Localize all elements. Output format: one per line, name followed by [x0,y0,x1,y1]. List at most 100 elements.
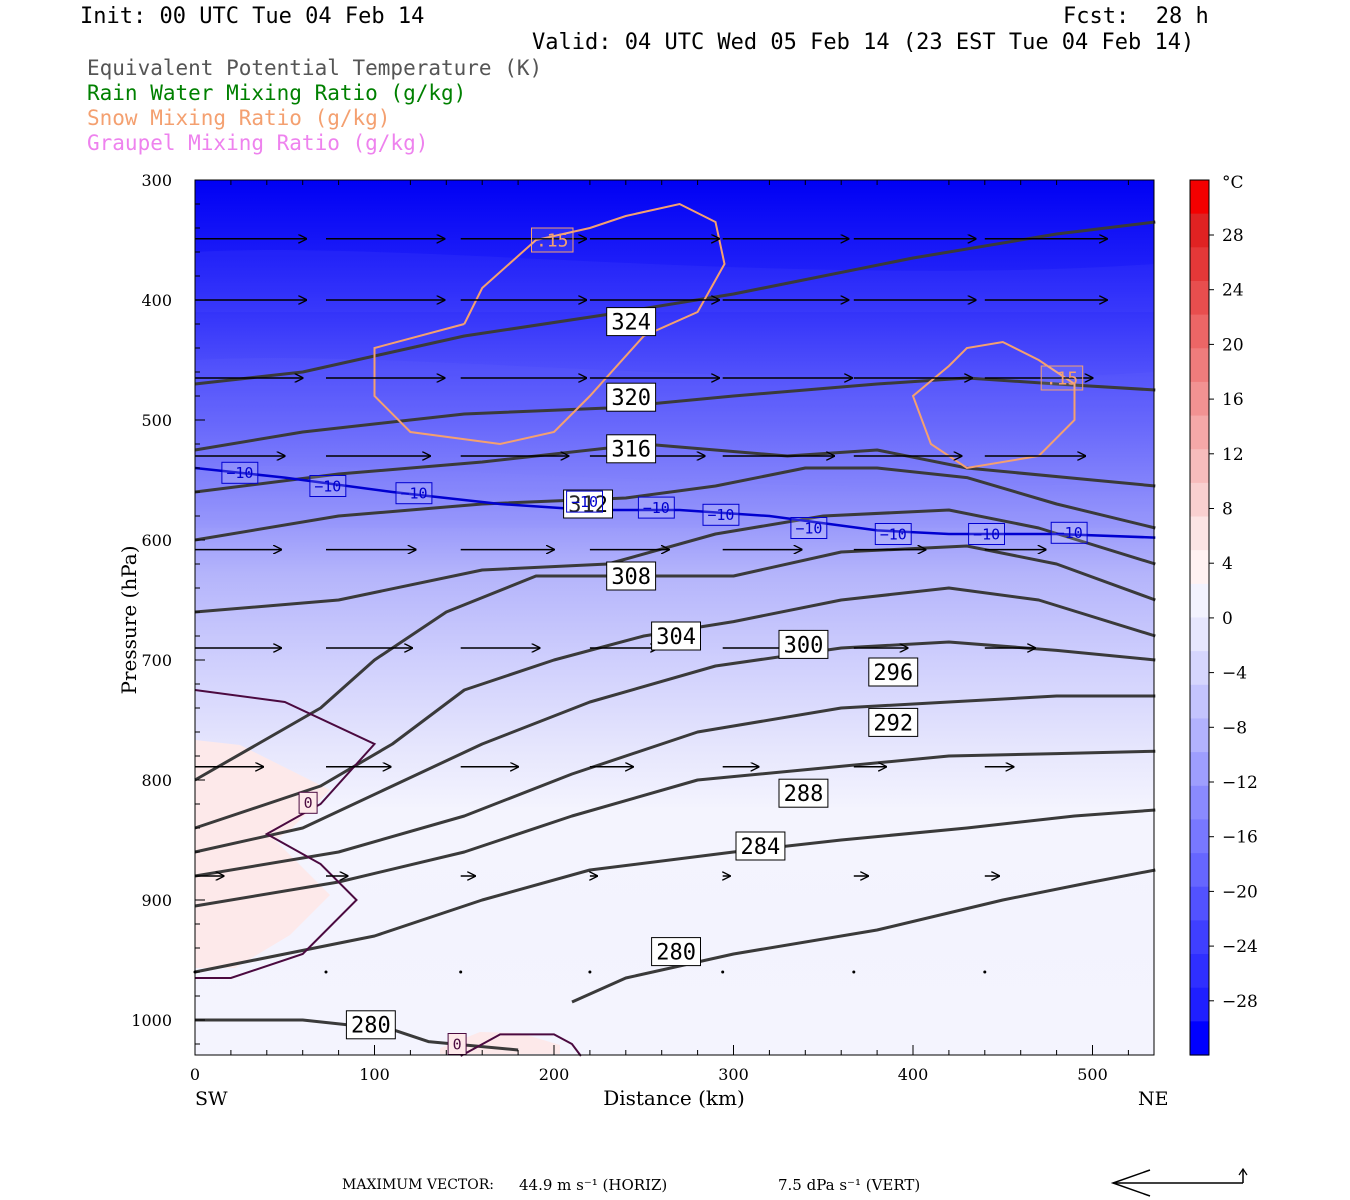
isotherm-minus10-label: −10 [309,475,347,497]
x-axis-label: Distance (km) [603,1086,745,1110]
theta-e-label: 316 [606,434,657,464]
y-tick-label: 600 [141,531,172,550]
y-tick-label: 700 [141,651,172,670]
colorbar-label: 28 [1222,226,1244,246]
colorbar-swatch [1190,987,1209,1022]
isotherm-minus10-label: −10 [566,490,603,513]
svg-text:296: 296 [873,661,913,686]
colorbar-label: 24 [1222,281,1244,301]
max-vector-vert: 7.5 dPa s⁻¹ (VERT) [778,1176,921,1194]
reference-vector [1110,1167,1248,1197]
axes: 300 400 500 600 700 800 900 1000 0 100 200 300 400 50… [131,171,1129,1084]
colorbar-label: 20 [1222,335,1244,355]
wind-vector [324,970,328,974]
max-vector-label: MAXIMUM VECTOR: [342,1177,494,1193]
theta-e-label: 284 [735,831,786,861]
colorbar-label: 8 [1222,500,1233,520]
shading-band [195,358,1154,420]
colorbar-label: 12 [1222,445,1244,465]
svg-text:−10: −10 [400,485,427,503]
legend-snow: Snow Mixing Ratio (g/kg) [87,106,391,130]
theta-e-contour [194,808,1156,974]
wind-vector [721,970,725,974]
legend-rain: Rain Water Mixing Ratio (g/kg) [87,81,467,105]
y-axis-label: Pressure (hPa) [117,546,141,695]
theta-e-contour [194,376,1156,452]
colorbar-swatch [1190,920,1209,955]
colorbar-swatch [1190,280,1209,316]
snow-label: .15 [531,227,574,253]
theta-e-contour [194,508,1156,614]
colorbar-label: −24 [1222,937,1258,957]
svg-text:−10: −10 [643,499,670,517]
isotherm-zero [194,689,377,979]
svg-text:−10: −10 [707,506,734,524]
colorbar-swatch [1190,954,1209,989]
x-tick-label: 500 [1077,1065,1108,1084]
colorbar-swatch [1190,617,1209,652]
svg-text:304: 304 [656,625,696,650]
colorbar-swatch [1190,886,1209,921]
isotherm-minus10-label: −10 [968,523,1005,545]
isotherm-minus10-label: −10 [221,461,259,484]
theta-e-label: 296 [868,657,919,687]
theta-e-label: 320 [606,382,657,412]
colorbar-label: −28 [1222,992,1258,1012]
colorbar-swatch [1190,348,1209,383]
forecast-hour: Fcst: 28 h [1063,4,1209,29]
colorbar-label: −12 [1222,773,1258,793]
svg-text:312: 312 [568,493,608,518]
plot-frame [194,179,1155,1056]
colorbar-swatch [1190,583,1209,619]
colorbar-swatch [1190,651,1209,686]
colorbar-swatch [1190,853,1209,888]
init-time: Init: 00 UTC Tue 04 Feb 14 [80,4,425,29]
isotherm-minus10-label: −10 [637,496,675,519]
wind-vector [588,970,592,974]
svg-text:316: 316 [611,438,651,463]
x-tick-label: 0 [190,1065,200,1084]
svg-text:0: 0 [304,794,313,812]
svg-text:−10: −10 [1056,524,1083,542]
isotherm-minus10-label: −10 [874,523,912,545]
y-tick-label: 500 [141,411,172,430]
theta-e-contour [194,640,1156,854]
snow-contours [373,202,1076,470]
isotherm-minus10-label: −10 [702,503,740,526]
theta-e-contour [194,749,1156,908]
snow-contour [911,340,1076,470]
colorbar-swatch [1190,314,1209,349]
theta-e-label: 324 [606,307,657,337]
theta-e-contour [571,868,1156,1004]
theta-e-label: 300 [778,629,829,659]
theta-e-label: 304 [651,621,701,651]
colorbar-swatch [1190,381,1209,417]
snow-contour [373,202,726,446]
valid-time: Valid: 04 UTC Wed 05 Feb 14 (23 EST Tue … [532,30,1195,55]
colorbar-swatch [1190,752,1209,787]
svg-text:−10: −10 [795,519,822,537]
svg-text:288: 288 [784,782,824,807]
isotherm-zero-surface [460,1033,582,1057]
svg-text:.15: .15 [536,231,569,252]
theta-e-label: 308 [606,561,657,591]
svg-text:−10: −10 [571,493,598,511]
svg-text:292: 292 [873,711,913,736]
theta-e-label: 292 [868,707,919,737]
colorbar-swatch [1190,516,1209,551]
isotherm-minus10 [194,466,1156,539]
colorbar-swatch [1190,449,1209,484]
endpoint-ne: NE [1138,1088,1169,1110]
colorbar-swatch [1190,247,1209,282]
svg-text:284: 284 [741,835,781,860]
isotherm-minus10-label: −10 [395,482,433,505]
y-tick-label: 400 [141,291,172,310]
wind-vector [983,970,987,974]
colorbar-label: −20 [1222,882,1258,902]
svg-text:−10: −10 [880,525,907,543]
endpoint-sw: SW [195,1088,228,1110]
x-tick-label: 200 [539,1065,570,1084]
colorbar-swatch [1190,482,1209,518]
warm-region-surface [440,1032,560,1054]
